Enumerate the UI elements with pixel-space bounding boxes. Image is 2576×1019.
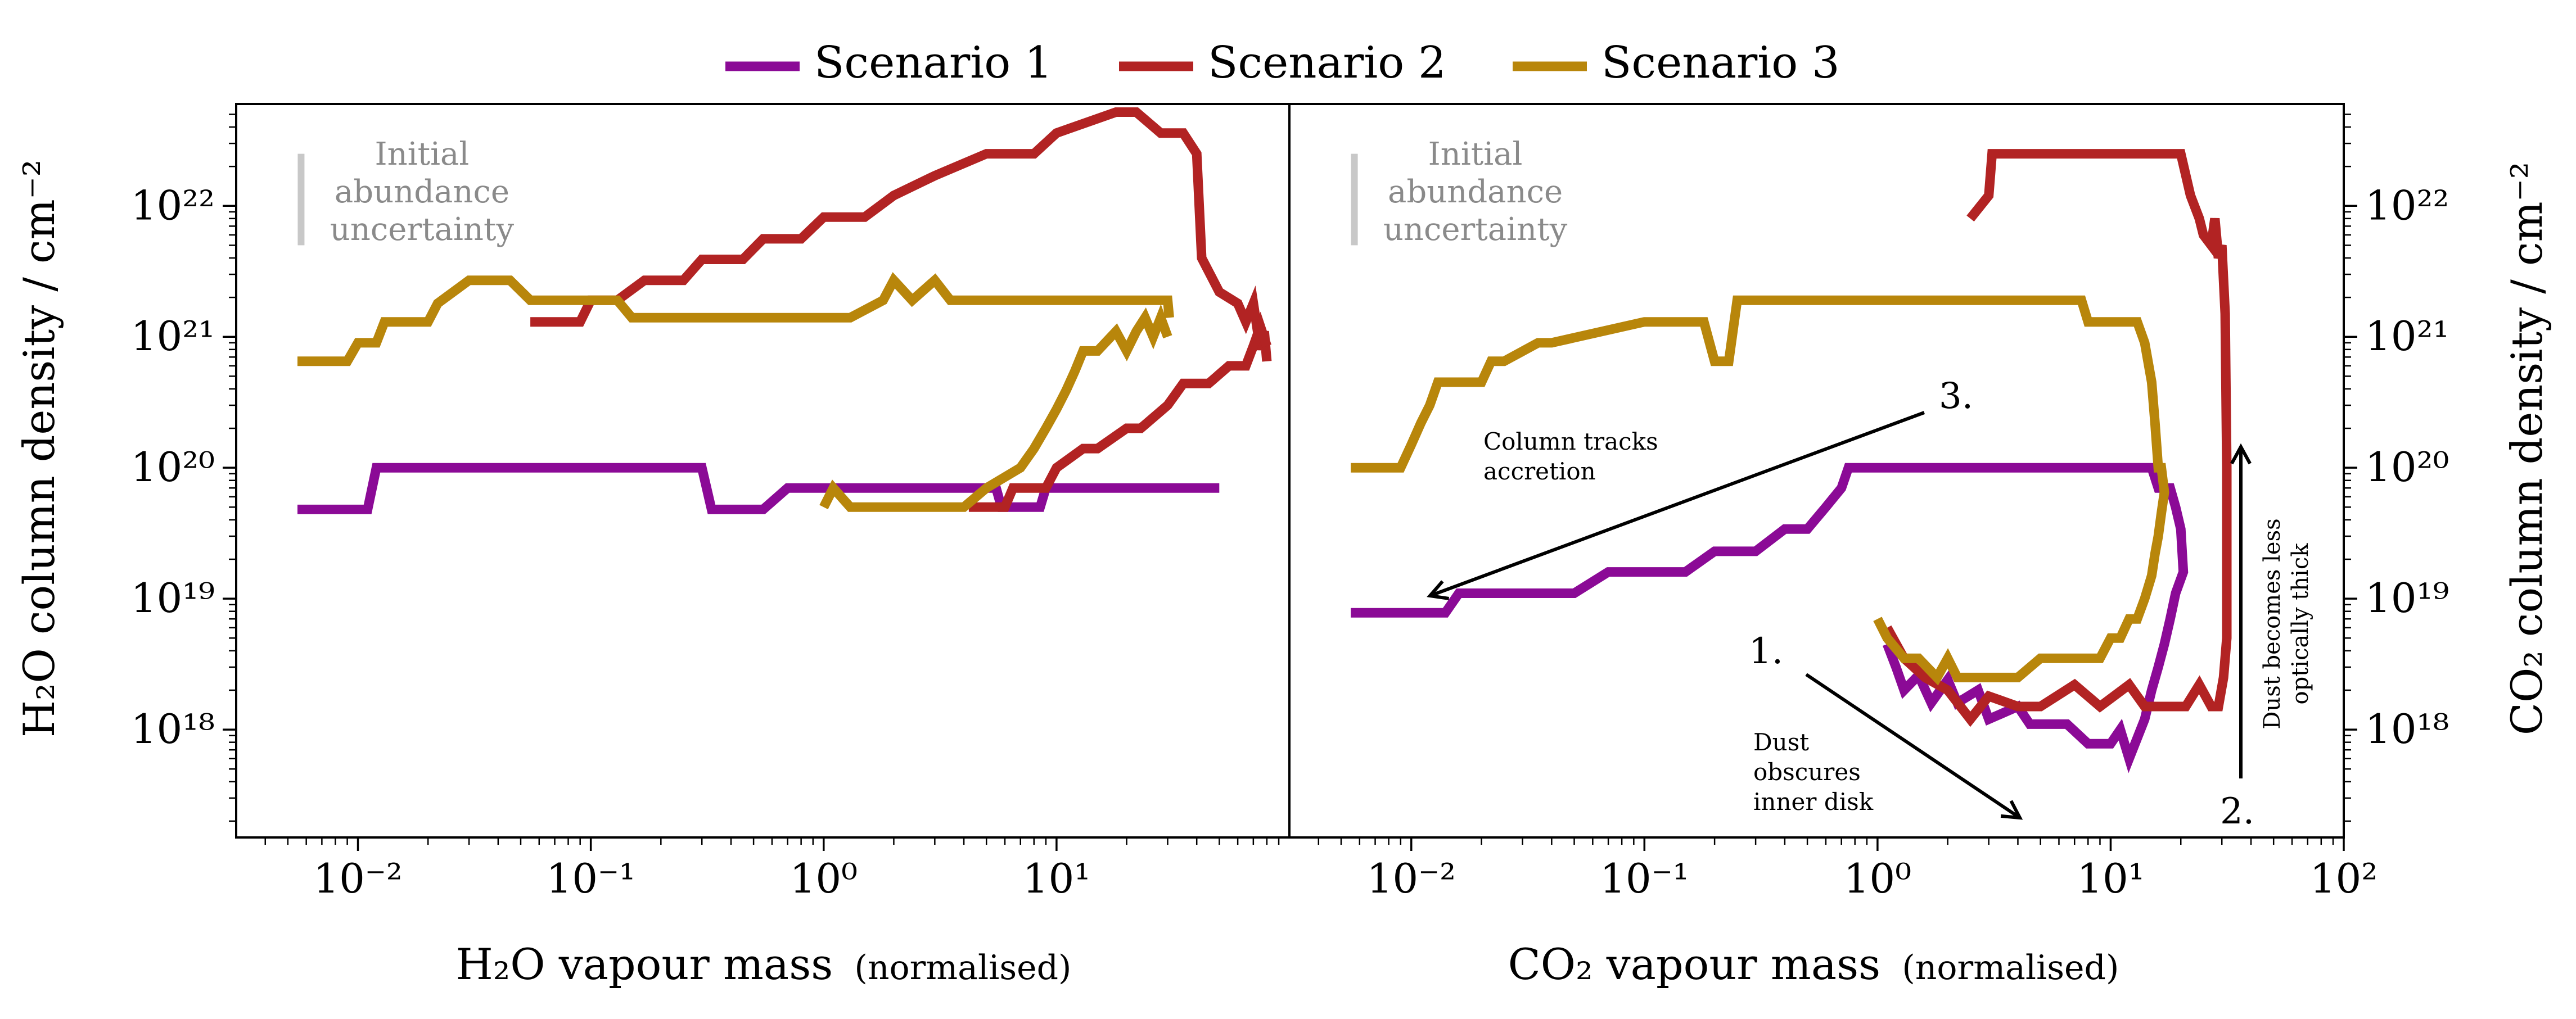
co2-ytick-label: 10²⁰	[2365, 443, 2449, 491]
h2o-uncertainty-label-line-3: uncertainty	[330, 211, 515, 248]
panel-h2o: 10⁻² 10⁻¹ 10⁰ 10¹ 10¹⁸ 10¹⁹ 10²⁰ 10²¹ 10²² Initi…	[14, 103, 1291, 989]
co2-ytick-label: 10²¹	[2365, 313, 2449, 360]
annotation-1-text-line-3: inner disk	[1753, 788, 1874, 816]
annotation-column-tracks-accretion: 3. Column tracks accretion	[1427, 375, 1973, 600]
co2-xtick-label: 10⁻²	[1367, 855, 1456, 902]
h2o-xtick-label: 10⁻²	[313, 855, 402, 902]
co2-ytick-label: 10¹⁸	[2365, 705, 2449, 753]
h2o-series-scenario-2-line	[530, 107, 1272, 362]
h2o-xlabel-suffix: (normalised)	[854, 948, 1071, 988]
h2o-ytick-label: 10²⁰	[131, 443, 215, 491]
annotation-2-number: 2.	[2220, 791, 2254, 832]
co2-series-layer	[1351, 149, 2232, 773]
svg-text:CO₂ vapour mass (norma: CO₂ vapour mass (normalised)	[1508, 939, 2119, 989]
panel-co2: 10⁻² 10⁻¹ 10⁰ 10¹ 10² 10¹⁸ 10¹⁹ 10²⁰ 10²¹ 10²² In…	[1288, 103, 2552, 989]
h2o-series-layer	[297, 107, 1272, 514]
annotation-1-arrow	[1805, 673, 2021, 819]
legend: Scenario 1 Scenario 2 Scenario 3	[725, 38, 1840, 88]
h2o-series-scenario-3-line	[297, 272, 1174, 366]
co2-uncertainty-label-line-2: abundance	[1388, 174, 1563, 210]
h2o-uncertainty-label-line-2: abundance	[335, 174, 509, 210]
h2o-series-scenario-1-line	[297, 463, 1220, 514]
co2-axes: 10⁻² 10⁻¹ 10⁰ 10¹ 10² 10¹⁸ 10¹⁹ 10²⁰ 10²¹ 10²²	[1288, 103, 2449, 902]
annotation-1-arrowhead	[2000, 800, 2023, 820]
h2o-xlabel: H₂O vapour mass (normalised)	[456, 939, 1072, 989]
h2o-ytick-label: 10¹⁹	[131, 574, 215, 622]
h2o-xlabel-main: H₂O vapour mass	[456, 939, 833, 989]
co2-plot-frame	[1288, 103, 2345, 839]
co2-xtick-label: 10²	[2310, 855, 2378, 902]
annotation-3-arrowhead	[1427, 580, 1450, 600]
annotation-2-text-line-1: Dust becomes less	[2259, 518, 2285, 729]
co2-xlabel-suffix: (normalised)	[1902, 948, 2119, 988]
annotation-3-number: 3.	[1939, 375, 1973, 417]
annotation-2-text-line-2: optically thick	[2288, 543, 2313, 705]
co2-xtick-label: 10⁻¹	[1600, 855, 1689, 902]
h2o-xtick-label: 10¹	[1023, 855, 1090, 902]
co2-xtick-label: 10⁰	[1844, 855, 1911, 902]
h2o-ytick-label: 10²¹	[131, 313, 215, 360]
co2-ylabel: CO₂ column density / cm⁻²	[2502, 162, 2552, 735]
co2-series-scenario-1-line	[1351, 463, 2189, 773]
annotation-1-number: 1.	[1749, 631, 1783, 672]
annotation-2-arrowhead	[2230, 443, 2252, 465]
co2-ytick-label: 10²²	[2365, 182, 2449, 229]
annotation-3-text-line-1: Column tracks	[1483, 428, 1658, 455]
h2o-axes: 10⁻² 10⁻¹ 10⁰ 10¹ 10¹⁸ 10¹⁹ 10²⁰ 10²¹ 10²²	[131, 103, 1291, 902]
h2o-xtick-label: 10⁰	[790, 855, 858, 902]
co2-uncertainty-label-line-3: uncertainty	[1383, 211, 1568, 248]
h2o-xtick-label: 10⁻¹	[546, 855, 635, 902]
svg-text:H₂O vapour mass (norma: H₂O vapour mass (normalised)	[456, 939, 1072, 989]
legend-label-scenario-2: Scenario 2	[1208, 38, 1446, 88]
h2o-uncertainty-indicator: Initial abundance uncertainty	[297, 136, 515, 248]
h2o-ytick-label: 10²²	[131, 182, 215, 229]
co2-series-scenario-2-line	[1883, 149, 2232, 727]
h2o-uncertainty-label-line-1: Initial	[375, 136, 470, 173]
co2-xlabel: CO₂ vapour mass (normalised)	[1508, 939, 2119, 989]
legend-label-scenario-3: Scenario 3	[1601, 38, 1840, 88]
co2-xtick-label: 10¹	[2077, 855, 2144, 902]
annotation-1-text-line-1: Dust	[1753, 728, 1809, 756]
co2-uncertainty-indicator: Initial abundance uncertainty	[1351, 136, 1568, 248]
h2o-series-scenario-2-line-segment-2	[968, 311, 1271, 512]
h2o-ylabel: H₂O column density / cm⁻²	[14, 160, 64, 737]
legend-label-scenario-1: Scenario 1	[814, 38, 1053, 88]
co2-uncertainty-label-line-1: Initial	[1428, 136, 1523, 173]
annotation-1-text-line-2: obscures	[1753, 758, 1861, 786]
annotation-dust-obscures: 1. Dust obscures inner disk	[1749, 631, 2023, 820]
annotation-dust-less-thick: 2. Dust becomes less optically thick	[2220, 443, 2313, 832]
co2-series-scenario-3-line	[1351, 295, 2169, 686]
h2o-ytick-label: 10¹⁸	[131, 705, 215, 753]
co2-xlabel-main: CO₂ vapour mass	[1508, 939, 1881, 989]
annotation-3-arrow	[1429, 411, 1925, 597]
h2o-series-scenario-3-line-segment-2	[819, 304, 1172, 512]
co2-ytick-label: 10¹⁹	[2365, 574, 2449, 622]
annotation-3-text-line-2: accretion	[1483, 458, 1596, 485]
